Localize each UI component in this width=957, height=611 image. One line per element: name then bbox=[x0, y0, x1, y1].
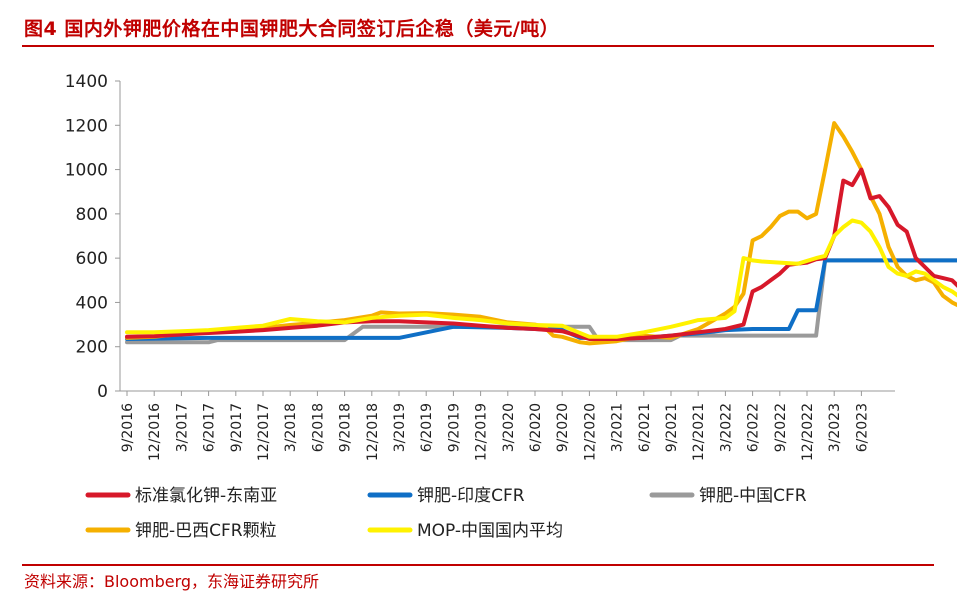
x-tick-label: 9/2019 bbox=[446, 403, 462, 452]
y-tick-label: 1400 bbox=[65, 72, 108, 92]
figure-title: 图4 国内外钾肥价格在中国钾肥大合同签订后企稳（美元/吨） bbox=[24, 18, 560, 40]
x-tick-label: 3/2020 bbox=[501, 403, 517, 452]
x-tick-label: 12/2021 bbox=[691, 403, 707, 461]
series-line-0 bbox=[125, 167, 957, 341]
source-divider bbox=[22, 564, 934, 566]
x-tick-label: 3/2017 bbox=[174, 403, 190, 452]
x-tick-label: 9/2021 bbox=[664, 403, 680, 452]
x-tick-label: 12/2022 bbox=[800, 403, 816, 461]
x-tick-label: 12/2016 bbox=[147, 403, 163, 461]
y-tick-label: 1200 bbox=[65, 116, 108, 136]
y-tick-label: 400 bbox=[76, 293, 108, 313]
x-tick-label: 9/2016 bbox=[120, 403, 136, 452]
x-tick-label: 3/2018 bbox=[283, 403, 299, 452]
y-tick-label: 800 bbox=[76, 205, 108, 225]
x-tick-label: 3/2019 bbox=[392, 403, 408, 452]
y-axis: 0 200 400 600 800 1000 1200 1400 bbox=[65, 72, 121, 402]
x-tick-label: 12/2020 bbox=[582, 403, 598, 461]
x-tick-label: 3/2021 bbox=[610, 403, 626, 452]
x-tick-label: 9/2018 bbox=[338, 403, 354, 452]
legend-label-4: MOP-中国国内平均 bbox=[417, 521, 563, 541]
x-tick-label: 9/2020 bbox=[555, 403, 571, 452]
y-tick-label: 0 bbox=[97, 382, 108, 402]
legend-label-0: 标准氯化钾-东南亚 bbox=[135, 486, 277, 506]
title-divider bbox=[22, 45, 934, 47]
x-tick-label: 3/2023 bbox=[827, 403, 843, 452]
x-tick-label: 6/2022 bbox=[746, 403, 762, 452]
legend: 标准氯化钾-东南亚 钾肥-印度CFR 钾肥-中国CFR 钾肥-巴西CFR颗粒 MOP-中… bbox=[85, 486, 807, 541]
x-tick-label: 12/2017 bbox=[256, 403, 272, 461]
y-tick-label: 1000 bbox=[65, 161, 108, 181]
x-tick-label: 6/2023 bbox=[854, 403, 870, 452]
series-line-3 bbox=[125, 121, 957, 346]
x-tick-label: 6/2019 bbox=[419, 403, 435, 452]
y-tick-label: 200 bbox=[76, 338, 108, 358]
x-tick-label: 6/2018 bbox=[310, 403, 326, 452]
x-tick-label: 6/2020 bbox=[528, 403, 544, 452]
x-tick-label: 3/2022 bbox=[718, 403, 734, 452]
legend-label-1: 钾肥-印度CFR bbox=[417, 486, 525, 506]
x-tick-label: 12/2018 bbox=[365, 403, 381, 461]
series-lines bbox=[125, 121, 957, 346]
x-axis: 9/2016 12/2016 3/2017 6/2017 9/2017 12/2017 3/… bbox=[120, 390, 895, 461]
source-note: 资料来源：Bloomberg，东海证券研究所 bbox=[24, 572, 320, 591]
y-tick-label: 600 bbox=[76, 249, 108, 269]
legend-label-3: 钾肥-巴西CFR颗粒 bbox=[135, 521, 277, 541]
x-tick-label: 12/2019 bbox=[474, 403, 490, 461]
series-line-4 bbox=[125, 218, 957, 339]
x-tick-label: 9/2017 bbox=[229, 403, 245, 452]
legend-label-2: 钾肥-中国CFR bbox=[699, 486, 807, 506]
x-tick-label: 6/2021 bbox=[637, 403, 653, 452]
x-tick-label: 9/2022 bbox=[773, 403, 789, 452]
x-tick-label: 6/2017 bbox=[202, 403, 218, 452]
